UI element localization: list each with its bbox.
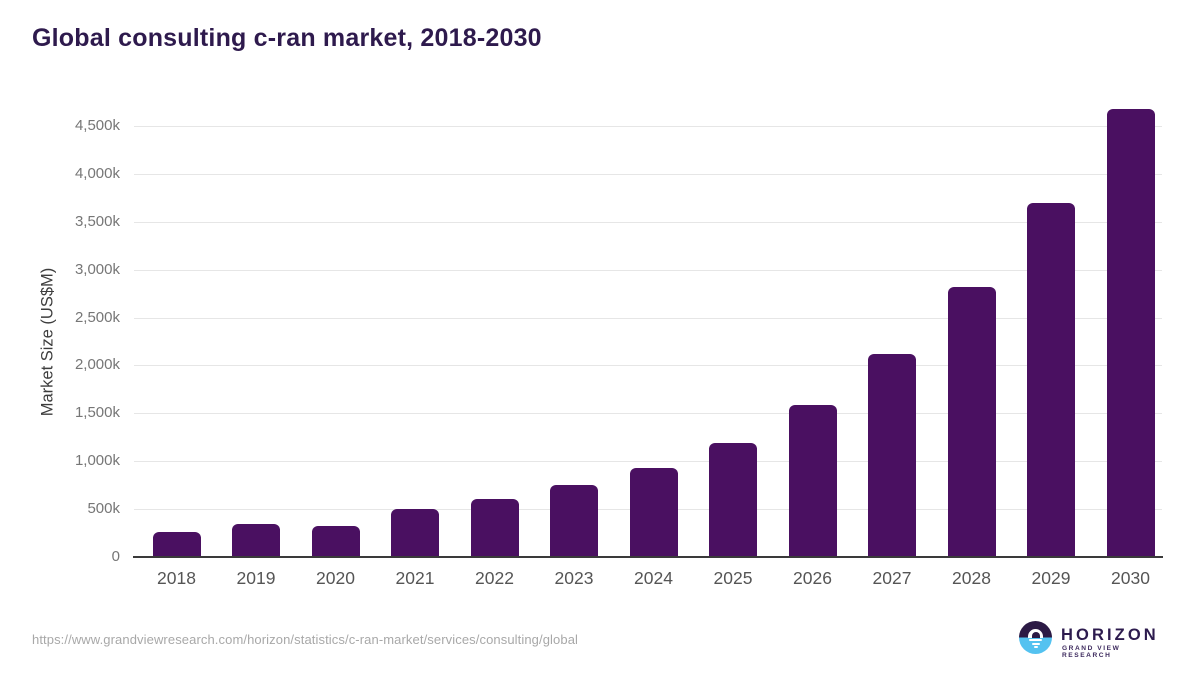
x-tick-label: 2030: [1111, 568, 1150, 588]
bar-2027[interactable]: [868, 353, 916, 557]
bar-2022[interactable]: [470, 498, 519, 557]
bar-2026[interactable]: [788, 405, 837, 557]
x-tick-label: 2028: [952, 568, 991, 588]
y-tick-label: 1,000k: [74, 452, 120, 470]
y-tick-label: 3,500k: [74, 212, 120, 230]
bar-2028[interactable]: [947, 286, 996, 557]
x-tick-label: 2022: [475, 568, 514, 588]
grid-line: [134, 461, 1162, 463]
grid-line: [134, 317, 1162, 319]
x-tick-label: 2027: [872, 568, 912, 588]
x-tick-label: 2020: [316, 568, 355, 588]
horizon-logo-icon: [1019, 621, 1052, 654]
x-axis-line: [133, 556, 1163, 558]
bar-2023[interactable]: [550, 485, 598, 557]
x-tick-label: 2019: [236, 568, 276, 588]
grid-line: [134, 269, 1162, 271]
x-tick-label: 2023: [554, 568, 594, 588]
bar-2021[interactable]: [391, 508, 439, 557]
x-tick-label: 2026: [793, 568, 832, 588]
logo-title: HORIZON: [1061, 626, 1159, 644]
y-tick-label: 2,500k: [74, 308, 120, 326]
x-tick-label: 2018: [157, 568, 196, 588]
y-tick-label: 500k: [87, 500, 120, 518]
bar-2019[interactable]: [232, 523, 280, 557]
y-tick-label: 1,500k: [74, 404, 120, 422]
bar-2024[interactable]: [629, 468, 678, 557]
grid-line: [134, 413, 1162, 415]
logo-subtitle: GRAND VIEW RESEARCH: [1062, 645, 1121, 659]
y-tick-label: 4,000k: [74, 164, 120, 182]
x-tick-label: 2024: [634, 568, 673, 588]
bar-2025[interactable]: [709, 442, 757, 557]
grid-line: [134, 221, 1162, 223]
bar-2030[interactable]: [1106, 108, 1155, 557]
bar-2029[interactable]: [1027, 203, 1075, 557]
sun-horizon-icon: [1028, 628, 1043, 638]
grid-line: [134, 173, 1162, 175]
source-url: https://www.grandviewresearch.com/horizo…: [32, 632, 579, 647]
y-tick-label: 0: [111, 548, 120, 565]
horizon-logo: HORIZON GRAND VIEW RESEARCH: [1019, 620, 1169, 660]
grid-line: [134, 125, 1162, 127]
x-tick-label: 2025: [713, 568, 753, 588]
y-tick-label: 4,500k: [74, 116, 120, 134]
y-tick-label: 2,000k: [74, 356, 120, 374]
bar-2018[interactable]: [152, 532, 201, 557]
bar-2020[interactable]: [311, 526, 360, 557]
x-tick-label: 2029: [1031, 568, 1071, 588]
y-tick-label: 3,000k: [74, 260, 120, 278]
chart-title: Global consulting c-ran market, 2018-203…: [32, 24, 542, 52]
grid-line: [134, 365, 1162, 367]
x-tick-label: 2021: [395, 568, 435, 588]
y-axis-title: Market Size (US$M): [38, 267, 57, 417]
